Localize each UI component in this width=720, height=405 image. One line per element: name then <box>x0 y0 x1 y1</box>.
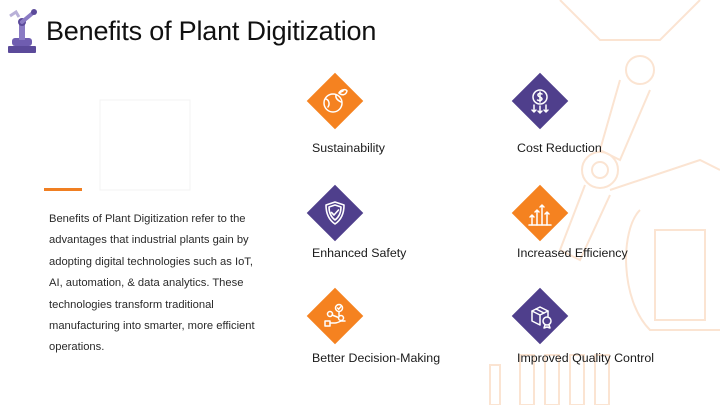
globe-leaf-icon <box>323 88 348 113</box>
benefit-label: Enhanced Safety <box>312 246 407 260</box>
robot-arm-logo-icon <box>8 9 37 53</box>
accent-divider <box>44 188 82 191</box>
benefit-label: Improved Quality Control <box>517 351 655 365</box>
page-title: Benefits of Plant Digitization <box>46 16 377 46</box>
shield-check-icon <box>325 201 345 225</box>
decision-path-icon <box>324 303 346 327</box>
benefit-label: Better Decision-Making <box>312 351 441 365</box>
description-text: Benefits of Plant Digitization refer to … <box>49 213 255 354</box>
dollar-down-icon <box>531 89 549 114</box>
quality-box-icon <box>531 306 552 329</box>
benefit-label: Increased Efficiency <box>517 246 628 260</box>
benefit-label: Cost Reduction <box>517 141 602 155</box>
growth-arrows-icon <box>528 204 552 226</box>
benefit-label: Sustainability <box>312 141 386 155</box>
